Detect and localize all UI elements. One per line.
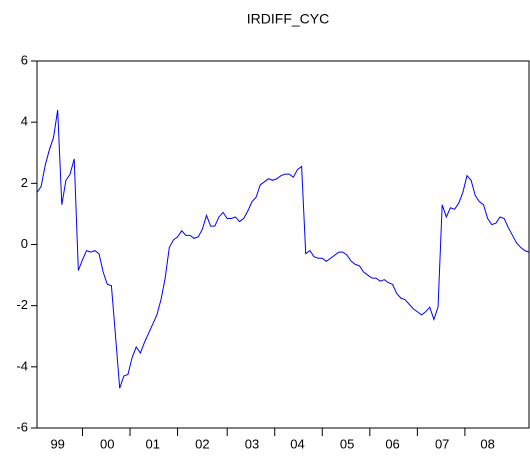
x-tick-label: 03 (245, 436, 259, 451)
x-tick-label: 08 (480, 436, 494, 451)
x-tick-label: 04 (290, 436, 304, 451)
x-tick-label: 02 (195, 436, 209, 451)
chart-title: IRDIFF_CYC (247, 11, 329, 27)
y-tick-label: 2 (21, 175, 28, 190)
x-tick-label: 05 (340, 436, 354, 451)
x-tick-label: 01 (146, 436, 160, 451)
x-tick-label: 99 (50, 436, 64, 451)
x-tick-label: 00 (100, 436, 114, 451)
plot-frame (36, 60, 530, 429)
y-tick-label: -4 (16, 358, 28, 373)
y-tick-label: 0 (21, 236, 28, 251)
y-tick-label: -2 (16, 297, 28, 312)
y-tick-label: 6 (21, 52, 28, 67)
y-tick-label: -6 (16, 419, 28, 434)
x-tick-label: 06 (385, 436, 399, 451)
x-tick-label: 07 (435, 436, 449, 451)
y-tick-label: 4 (21, 114, 28, 129)
data-line (36, 109, 530, 389)
